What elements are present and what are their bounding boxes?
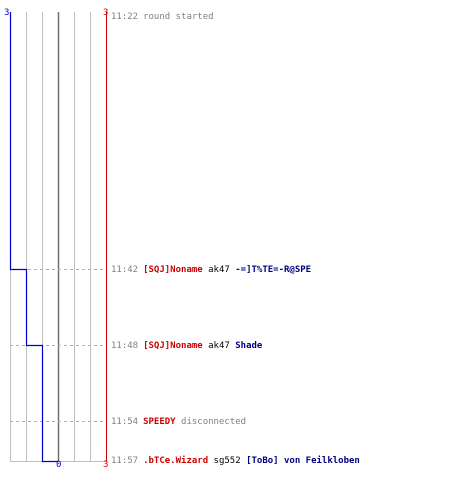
victim-name: -=]T%TE=-R@SPE — [235, 265, 312, 275]
killer-name: .bTCe.Wizard — [143, 456, 209, 466]
victim-name: [ToBo] von Feilkloben — [246, 456, 360, 466]
weapon-name: ak47 — [208, 265, 230, 275]
blue-score-bottom: 0 — [56, 460, 61, 470]
blue-score-top: 3 — [4, 8, 9, 18]
timeline-grid — [10, 12, 91, 461]
event-time: 11:57 — [111, 456, 139, 466]
victim-name: Shade — [235, 341, 263, 351]
event-log-row-kill: 11:42 [SQJ]Noname ak47 -=]T%TE=-R@SPE — [111, 265, 311, 275]
red-score-bottom: 3 — [103, 460, 108, 470]
event-log-row-disconnect: 11:54 SPEEDY disconnected — [111, 417, 246, 427]
killer-name: [SQJ]Noname — [143, 341, 203, 351]
red-score-top: 3 — [103, 8, 108, 18]
event-log-row-kill: 11:57 .bTCe.Wizard sg552 [ToBo] von Feilk… — [111, 456, 360, 466]
event-text: round started — [143, 12, 214, 22]
event-log-row-round-start: 11:22 round started — [111, 12, 214, 22]
disconnected-player-name: SPEEDY — [143, 417, 176, 427]
event-log-row-kill: 11:48 [SQJ]Noname ak47 Shade — [111, 341, 262, 351]
event-guides — [10, 269, 106, 422]
killer-name: [SQJ]Noname — [143, 265, 203, 275]
event-time: 11:42 — [111, 265, 139, 275]
blue-team-step-line — [9, 12, 59, 463]
event-time: 11:54 — [111, 417, 139, 427]
event-text: disconnected — [181, 417, 247, 427]
weapon-name: sg552 — [213, 456, 241, 466]
weapon-name: ak47 — [208, 341, 230, 351]
event-time: 11:48 — [111, 341, 139, 351]
event-time: 11:22 — [111, 12, 139, 22]
